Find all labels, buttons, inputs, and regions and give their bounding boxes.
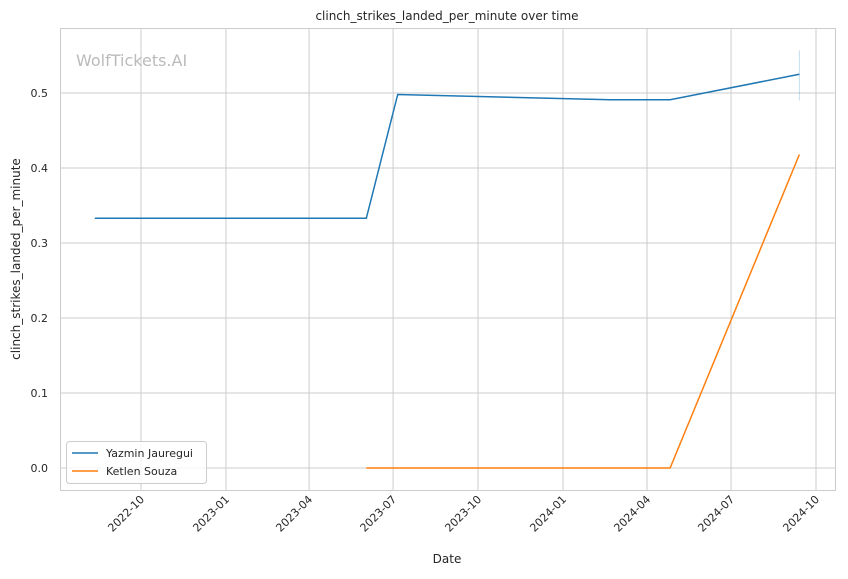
plot-frame — [60, 28, 836, 491]
series-line-1 — [366, 154, 801, 469]
x-tick-label: 2022-10 — [105, 493, 147, 535]
legend-label-yazmin: Yazmin Jauregui — [105, 447, 193, 460]
x-axis-label: Date — [433, 552, 462, 566]
x-tick-label: 2024-01 — [527, 493, 569, 535]
series-line-0 — [94, 73, 800, 219]
x-tick-label: 2023-10 — [442, 493, 484, 535]
y-axis-label: clinch_strikes_landed_per_minute — [9, 158, 23, 360]
y-tick-label: 0.4 — [31, 162, 49, 175]
legend: Yazmin Jauregui Ketlen Souza — [66, 441, 207, 484]
chart-title: clinch_strikes_landed_per_minute over ti… — [315, 9, 578, 23]
y-tick-label: 0.2 — [31, 312, 49, 325]
y-tick-label: 0.0 — [31, 462, 49, 475]
x-tick-label: 2023-01 — [190, 493, 232, 535]
x-tick-label: 2024-07 — [695, 493, 737, 535]
legend-label-ketlen: Ketlen Souza — [106, 465, 177, 478]
watermark: WolfTickets.AI — [76, 51, 187, 70]
x-tick-label: 2024-10 — [780, 493, 822, 535]
y-tick-label: 0.1 — [31, 387, 49, 400]
y-tick-label: 0.3 — [31, 237, 49, 250]
x-tick-label: 2023-04 — [273, 493, 315, 535]
y-tick-label: 0.5 — [31, 87, 49, 100]
x-tick-label: 2023-07 — [358, 493, 400, 535]
x-tick-label: 2024-04 — [611, 493, 653, 535]
